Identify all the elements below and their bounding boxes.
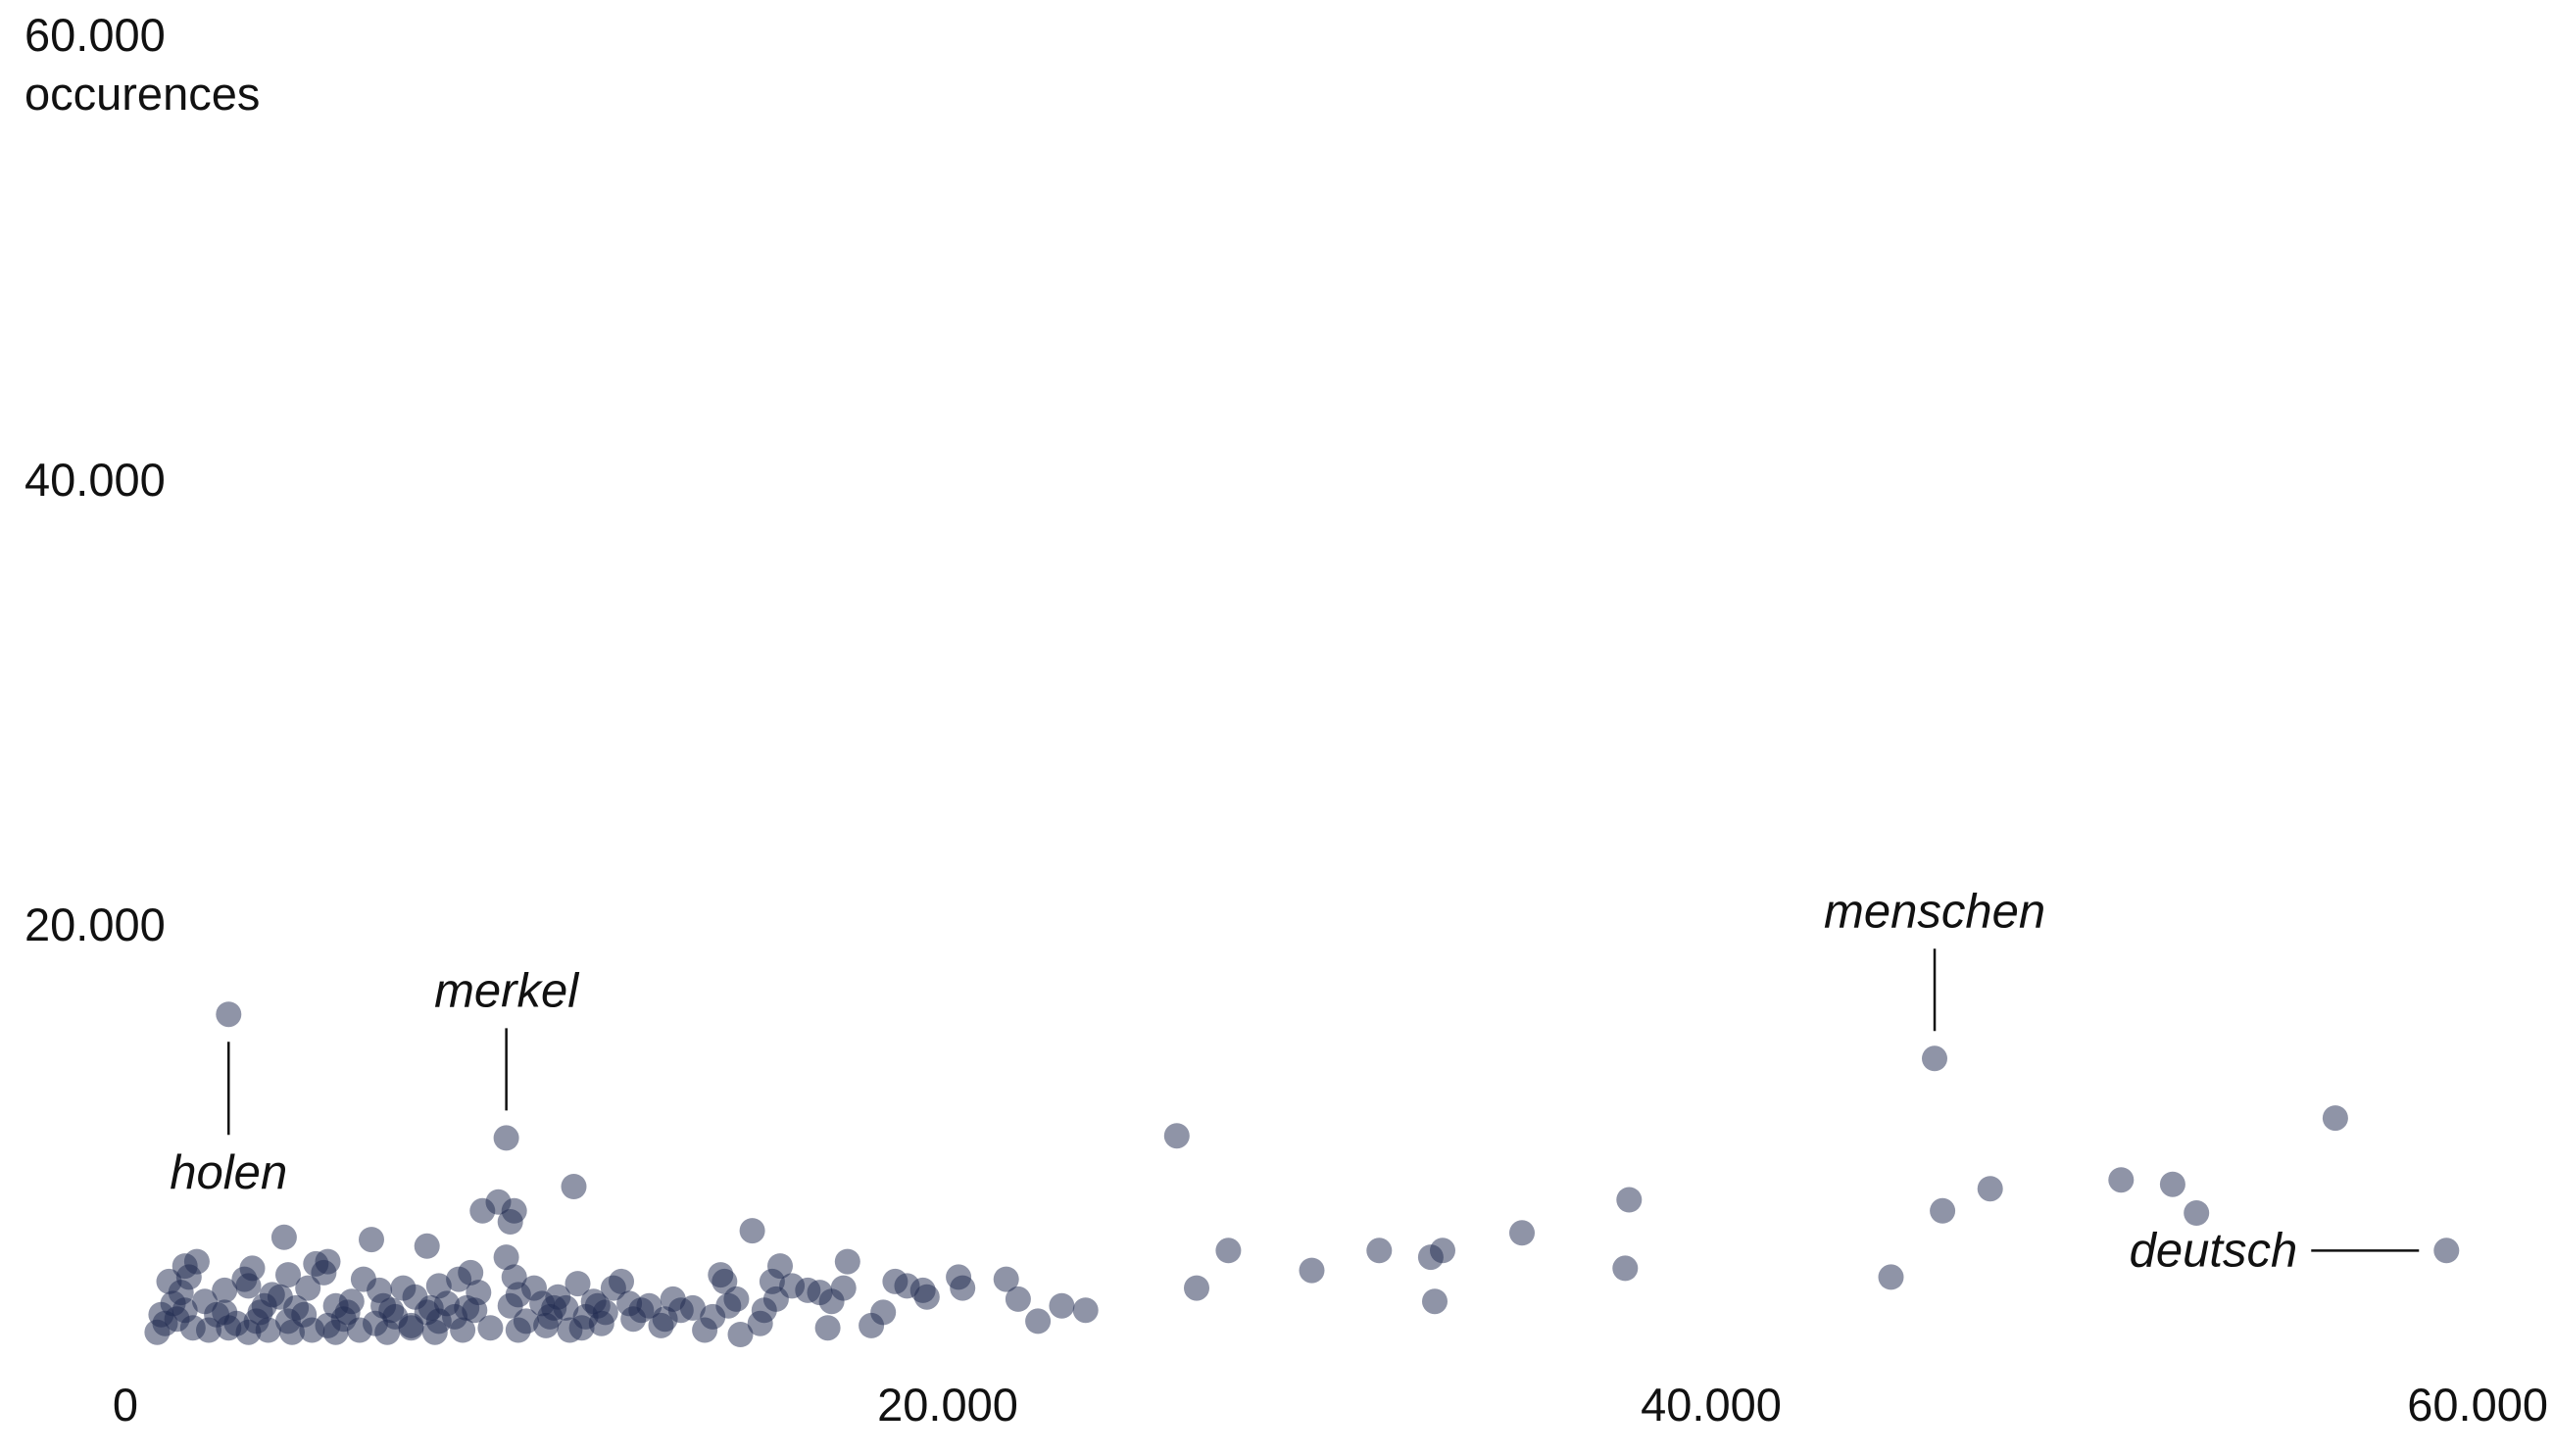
data-point [692, 1317, 718, 1343]
data-point [1366, 1238, 1393, 1264]
data-point [414, 1233, 440, 1259]
data-point [450, 1317, 476, 1343]
data-point [462, 1297, 488, 1324]
data-point [628, 1297, 655, 1324]
y-tick-60000: 60.000 [25, 9, 166, 61]
data-point [715, 1292, 742, 1319]
data-point [1922, 1045, 1947, 1072]
data-point [322, 1319, 349, 1345]
annotation-label-holen: holen [170, 1146, 287, 1199]
data-point [660, 1286, 686, 1312]
data-point [497, 1292, 523, 1319]
data-point [469, 1197, 496, 1224]
data-point [913, 1284, 940, 1310]
data-point [708, 1262, 734, 1288]
data-point [1977, 1176, 2003, 1202]
data-point [565, 1271, 591, 1297]
data-point [1184, 1275, 1209, 1301]
data-point [350, 1266, 376, 1292]
data-point [609, 1268, 634, 1294]
x-tick-40000: 40.000 [1641, 1379, 1782, 1431]
data-point [295, 1275, 321, 1301]
data-point [501, 1264, 527, 1290]
data-point [747, 1310, 773, 1336]
data-point [421, 1319, 448, 1345]
y-tick-20000: 20.000 [25, 898, 166, 950]
data-point [814, 1315, 841, 1341]
data-point [541, 1294, 567, 1321]
data-point [446, 1266, 472, 1292]
annotation-label-deutsch: deutsch [2130, 1224, 2298, 1277]
data-point [1930, 1197, 1956, 1224]
data-point [172, 1297, 198, 1324]
data-point [235, 1319, 262, 1345]
data-point [334, 1299, 361, 1326]
data-point [417, 1294, 444, 1321]
data-point [648, 1312, 674, 1338]
data-point [1417, 1244, 1444, 1271]
data-point [1509, 1220, 1535, 1246]
data-point [493, 1125, 519, 1151]
data-point [247, 1299, 273, 1326]
data-point [212, 1277, 238, 1303]
data-point [231, 1266, 258, 1292]
y-axis-label: occurences [25, 68, 260, 120]
data-point [2184, 1200, 2210, 1226]
y-tick-40000: 40.000 [25, 454, 166, 506]
data-point [950, 1275, 976, 1301]
data-point [557, 1317, 583, 1343]
data-point [270, 1224, 297, 1250]
data-point [1163, 1123, 1190, 1149]
data-point [192, 1288, 218, 1315]
data-point [196, 1317, 221, 1343]
x-tick-20000: 20.000 [877, 1379, 1018, 1431]
data-point [561, 1174, 587, 1199]
data-point [2322, 1105, 2348, 1132]
data-point [216, 1001, 242, 1028]
data-point [1049, 1292, 1075, 1319]
data-point [425, 1273, 452, 1299]
data-point [1612, 1255, 1639, 1282]
data-point [1299, 1257, 1325, 1284]
data-point [1878, 1264, 1904, 1290]
data-point [212, 1299, 238, 1326]
data-point [359, 1227, 384, 1253]
data-point [1025, 1308, 1052, 1335]
data-point [834, 1248, 860, 1275]
data-point [2108, 1167, 2135, 1193]
annotation-label-menschen: menschen [1824, 885, 2045, 938]
data-point [477, 1315, 504, 1341]
data-point [505, 1317, 531, 1343]
annotation-label-merkel: merkel [434, 964, 579, 1017]
data-point [993, 1266, 1019, 1292]
data-point [894, 1273, 920, 1299]
x-tick-0: 0 [113, 1379, 138, 1431]
data-point [303, 1250, 329, 1277]
data-point [1005, 1286, 1031, 1312]
data-point [156, 1268, 182, 1294]
data-point [398, 1315, 424, 1341]
data-point [1616, 1187, 1643, 1213]
data-point [779, 1273, 806, 1299]
data-point [1422, 1288, 1448, 1315]
annotation-layer: holen merkel menschen deutsch [170, 885, 2420, 1277]
data-point [493, 1244, 519, 1271]
data-point [2159, 1171, 2185, 1197]
data-point [374, 1319, 401, 1345]
data-point [859, 1312, 885, 1338]
data-point [390, 1275, 417, 1301]
x-tick-60000: 60.000 [2407, 1379, 2548, 1431]
points-layer [144, 1001, 2460, 1347]
data-point [1072, 1297, 1099, 1324]
data-point [2433, 1238, 2460, 1264]
data-point [727, 1322, 754, 1347]
data-point [275, 1262, 301, 1288]
data-point [1215, 1238, 1242, 1264]
data-point [291, 1301, 318, 1328]
data-point [584, 1292, 611, 1319]
data-point [172, 1253, 198, 1280]
data-point [739, 1218, 765, 1244]
data-point [378, 1297, 405, 1324]
